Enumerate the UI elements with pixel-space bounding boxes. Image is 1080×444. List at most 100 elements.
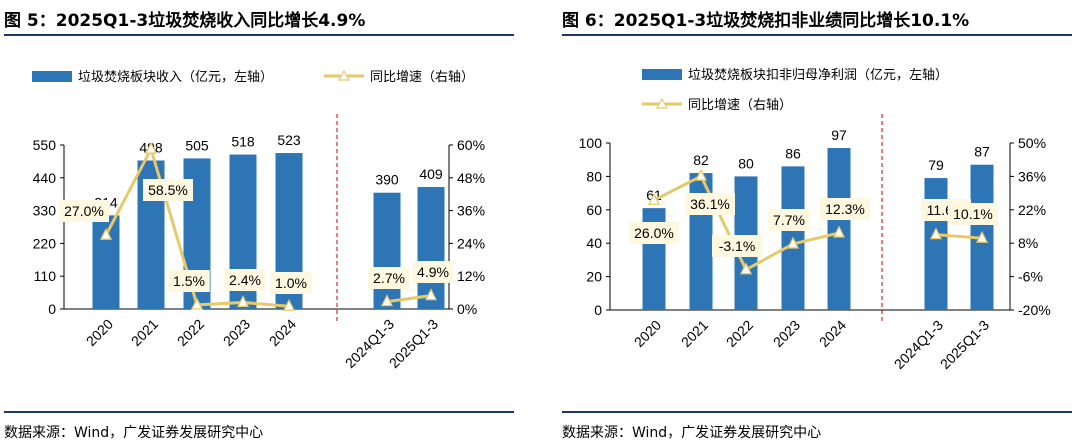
fig6-growth-value-label: 7.7% <box>773 212 805 228</box>
fig5-growth-label-box <box>412 261 454 283</box>
fig5-growth-marker <box>424 288 438 301</box>
fig6-growth-value-label: 26.0% <box>634 225 674 241</box>
fig5-legend-line-label: 同比增速（右轴） <box>370 69 474 84</box>
fig6-x-tick-label: 2021 <box>678 317 711 350</box>
fig5-growth-label-box <box>59 200 109 222</box>
fig5-growth-marker <box>282 298 296 311</box>
fig5-growth-marker <box>236 294 250 308</box>
fig5-legend-triangle-icon <box>337 69 351 81</box>
fig5-growth-line-quarterly <box>386 294 432 304</box>
fig5-x-tick-label: 2020 <box>83 316 116 349</box>
fig5-x-tick-label: 2025Q1-3 <box>386 316 441 371</box>
fig6-growth-label-box <box>948 203 998 225</box>
fig6-growth-marker <box>647 192 661 205</box>
fig5-growth-value-label: 27.0% <box>64 203 104 219</box>
fig5-bar-value-label: 409 <box>419 166 443 182</box>
figure-5-panel: 图 5：2025Q1-3垃圾焚烧收入同比增长4.9% 垃圾焚烧板块收入（亿元，左… <box>4 0 514 444</box>
fig6-y-left-tick-label: 100 <box>579 135 603 151</box>
fig6-legend-bar-label: 垃圾焚烧板块扣非归母净利润（亿元，左轴） <box>688 67 948 82</box>
fig6-growth-label-box <box>712 235 762 257</box>
fig6-growth-label-box <box>820 198 870 220</box>
fig5-x-tick-label: 2023 <box>220 316 253 349</box>
fig5-y-left-tick-label: 110 <box>34 268 57 284</box>
fig6-growth-label-box <box>629 222 679 244</box>
fig6-y-left-tick-label: 0 <box>594 302 602 318</box>
fig6-y-left-tick-label: 40 <box>586 235 602 251</box>
fig5-y-left-tick-label: 330 <box>33 203 57 219</box>
fig6-bar <box>924 178 948 310</box>
fig5-x-tick-label: 2022 <box>174 316 207 349</box>
fig6-y-left-tick-label: 20 <box>586 269 602 285</box>
fig5-y-left-tick-label: 220 <box>33 235 57 251</box>
fig6-bar-value-label: 86 <box>785 145 801 161</box>
fig5-x-tick-label: 2024 <box>266 316 299 349</box>
fig6-growth-marker <box>975 230 989 243</box>
fig5-growth-marker <box>99 227 113 240</box>
fig5-growth-marker <box>144 141 158 154</box>
figure-6-panel: 图 6：2025Q1-3垃圾焚烧扣非业绩同比增长10.1% 垃圾焚烧板块扣非归母… <box>562 0 1072 444</box>
fig5-growth-value-label: 58.5% <box>148 182 188 198</box>
fig5-bar-value-label: 523 <box>277 132 301 148</box>
fig5-bar <box>373 192 401 309</box>
fig5-growth-marker <box>190 297 204 310</box>
fig5-y-right-tick-label: 0% <box>457 301 477 317</box>
fig6-legend-triangle-icon <box>655 97 669 109</box>
figure-5-title: 图 5：2025Q1-3垃圾焚烧收入同比增长4.9% <box>4 11 366 31</box>
fig6-growth-marker <box>694 168 708 181</box>
figure-6-title: 图 6：2025Q1-3垃圾焚烧扣非业绩同比增长10.1% <box>562 11 970 31</box>
fig5-legend-bar-label: 垃圾焚烧板块收入（亿元，左轴） <box>78 69 273 84</box>
fig5-growth-label-box <box>224 269 266 291</box>
fig6-x-tick-label: 2024 <box>816 317 849 350</box>
fig5-growth-value-label: 1.5% <box>173 273 205 289</box>
fig6-y-right-tick-label: -20% <box>1018 302 1051 318</box>
fig6-bar-value-label: 97 <box>831 127 847 143</box>
fig6-x-tick-label: 2023 <box>770 317 803 350</box>
fig6-growth-line-quarterly <box>935 233 983 240</box>
fig5-growth-value-label: 2.7% <box>373 270 405 286</box>
figure-5-source: 数据来源：Wind，广发证券发展研究中心 <box>4 425 264 441</box>
figure-5-bottom-rule <box>4 411 514 413</box>
fig6-y-left-tick-label: 60 <box>586 202 602 218</box>
fig6-growth-value-label: 10.1% <box>953 206 993 222</box>
fig6-growth-marker <box>929 227 943 240</box>
fig5-bar-value-label: 505 <box>185 137 209 153</box>
fig6-y-right-tick-label: 8% <box>1018 235 1038 251</box>
fig5-y-right-tick-label: 60% <box>457 137 485 153</box>
fig5-growth-label-box <box>168 270 210 292</box>
fig6-bar-value-label: 82 <box>693 152 709 168</box>
figure-6-top-rule <box>562 34 1072 36</box>
fig6-growth-value-label: 36.1% <box>690 196 730 212</box>
figure-6-source: 数据来源：Wind，广发证券发展研究中心 <box>562 425 822 441</box>
fig6-legend-line-label: 同比增速（右轴） <box>688 97 792 112</box>
fig6-y-right-tick-label: 36% <box>1018 168 1046 184</box>
fig6-growth-label-box <box>685 193 735 215</box>
fig6-y-right-tick-label: 22% <box>1018 202 1046 218</box>
fig6-growth-label-box <box>768 209 810 231</box>
fig5-growth-value-label: 1.0% <box>275 275 307 291</box>
fig5-growth-label-box <box>368 267 410 289</box>
fig5-growth-value-label: 4.9% <box>417 264 449 280</box>
fig5-growth-label-box <box>270 272 312 294</box>
fig5-y-right-tick-label: 36% <box>457 203 485 219</box>
fig6-growth-marker <box>739 262 753 275</box>
fig6-bar-value-label: 80 <box>738 155 754 171</box>
fig6-x-tick-label: 2025Q1-3 <box>937 317 992 372</box>
fig5-bar-value-label: 390 <box>375 172 399 188</box>
fig5-y-right-tick-label: 24% <box>457 235 485 251</box>
fig6-bar-value-label: 79 <box>928 157 944 173</box>
fig5-x-tick-label: 2021 <box>128 316 161 349</box>
fig5-growth-label-box <box>143 179 193 201</box>
fig6-growth-value-label: -3.1% <box>719 238 756 254</box>
fig5-y-left-tick-label: 0 <box>48 301 56 317</box>
fig6-x-tick-label: 2020 <box>631 317 664 350</box>
figure-6-bottom-rule <box>562 411 1072 413</box>
fig6-legend-bar-swatch <box>642 69 682 80</box>
figure-5-chart: 垃圾焚烧板块收入（亿元，左轴） 同比增速（右轴） 0 110 220 330 440 550 0… <box>32 69 485 371</box>
fig6-y-right-tick-label: 50% <box>1018 135 1046 151</box>
fig6-growth-marker <box>786 236 800 249</box>
fig5-legend-bar-swatch <box>32 71 72 82</box>
fig6-bar-value-label: 87 <box>974 144 990 160</box>
fig6-x-tick-label: 2024Q1-3 <box>891 317 946 372</box>
fig5-bar-value-label: 518 <box>231 134 255 150</box>
fig6-growth-marker <box>832 225 846 238</box>
